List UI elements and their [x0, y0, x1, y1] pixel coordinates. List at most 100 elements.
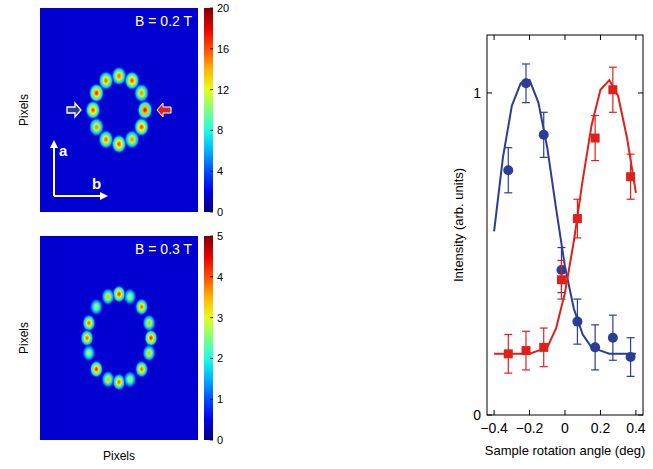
colorbar-label: 20 [217, 2, 229, 14]
marker [503, 165, 513, 175]
error-cap [627, 337, 635, 338]
spot [137, 100, 153, 120]
spot [135, 360, 149, 378]
axis-letter: b [92, 175, 101, 192]
y-tick [638, 415, 643, 416]
error-cap [540, 366, 548, 367]
colorbar [204, 8, 213, 212]
axis-arrow [54, 195, 102, 197]
x-tick [600, 35, 601, 40]
x-tick [635, 410, 636, 415]
error-cap [609, 315, 617, 316]
x-tick [529, 410, 530, 415]
error-cap [609, 360, 617, 361]
heatmap-background [40, 236, 198, 440]
x-tick-label: 0.2 [591, 420, 611, 436]
y-tick [487, 92, 492, 93]
spots [85, 66, 153, 154]
plot-frame [487, 35, 643, 415]
colorbar-label: 0 [217, 206, 223, 218]
error-cap [573, 344, 581, 345]
error-bar [627, 338, 635, 377]
colorbar-tick [210, 89, 213, 90]
colorbar-tick [210, 317, 213, 318]
arrow-head [100, 192, 108, 200]
colorbar-label: 5 [217, 230, 223, 242]
colorbar-tick [210, 8, 213, 9]
error-cap [573, 298, 581, 299]
axis-title: Pixels [103, 449, 135, 463]
heatmap-background [40, 8, 198, 212]
colorbar-label: 16 [217, 43, 229, 55]
spot [88, 83, 104, 103]
x-tick-label: 0.4 [626, 420, 646, 436]
error-cap [591, 324, 599, 325]
spot [134, 117, 150, 137]
plot-area [494, 64, 636, 376]
panel-title: B = 0.3 T [135, 241, 192, 257]
pointer-arrow [157, 103, 171, 117]
spot [82, 314, 96, 332]
spot [89, 360, 103, 378]
spot [142, 314, 156, 332]
error-cap [504, 373, 512, 374]
x-tick [600, 410, 601, 415]
spots [80, 285, 158, 391]
y-tick [638, 92, 643, 93]
error-bar [522, 331, 530, 370]
colorbar-tick [210, 212, 213, 213]
axis-arrow [53, 146, 55, 196]
colorbar-label: 0 [217, 434, 223, 446]
error-cap [540, 327, 548, 328]
spot [144, 329, 158, 347]
colorbar [204, 236, 213, 440]
fit-curve [494, 80, 636, 354]
error-cap [522, 369, 530, 370]
fit-curve [494, 80, 636, 354]
x-tick [565, 35, 566, 40]
spot [82, 344, 96, 362]
error-cap [591, 369, 599, 370]
error-cap [627, 376, 635, 377]
x-tick [494, 35, 495, 40]
heatmap-panel: B = 0.3 TPixelsPixels012345 [17, 230, 223, 463]
colorbar-tick [210, 48, 213, 49]
error-cap [522, 331, 530, 332]
error-cap [609, 112, 617, 113]
error-bar [504, 148, 512, 193]
marker [608, 333, 618, 343]
spot [123, 370, 137, 388]
error-cap [522, 63, 530, 64]
marker [557, 275, 566, 284]
error-cap [540, 157, 548, 158]
y-tick-label: 1 [473, 85, 481, 101]
line-chart: −0.4−0.200.20.401Sample rotation angle (… [451, 35, 646, 458]
x-tick [529, 35, 530, 40]
colorbar-tick [210, 399, 213, 400]
axis-title: Pixels [17, 94, 31, 126]
error-cap [522, 102, 530, 103]
colorbar-tick [210, 276, 213, 277]
spot [89, 298, 103, 316]
spot [142, 344, 156, 362]
colorbar-label: 4 [217, 271, 223, 283]
error-cap [591, 160, 599, 161]
figure: B = 0.2 TPixelsab048121620B = 0.3 TPixel… [0, 0, 653, 469]
x-tick [565, 410, 566, 415]
colorbar-label: 1 [217, 393, 223, 405]
x-tick-label: −0.2 [516, 420, 544, 436]
error-cap [627, 199, 635, 200]
marker [591, 134, 600, 143]
colorbar-label: 4 [217, 165, 223, 177]
colorbar-label: 12 [217, 84, 229, 96]
error-cap [609, 67, 617, 68]
axis-title: Intensity (arb. units) [451, 168, 466, 282]
spot [101, 288, 115, 306]
x-tick-label: −0.4 [480, 420, 508, 436]
colorbar-tick [210, 130, 213, 131]
arrow-head [50, 140, 58, 148]
pointer-arrow [67, 103, 81, 117]
colorbar-tick [210, 236, 213, 237]
colorbar-label: 8 [217, 124, 223, 136]
heatmap-panel: B = 0.2 TPixelsab048121620 [17, 2, 229, 218]
